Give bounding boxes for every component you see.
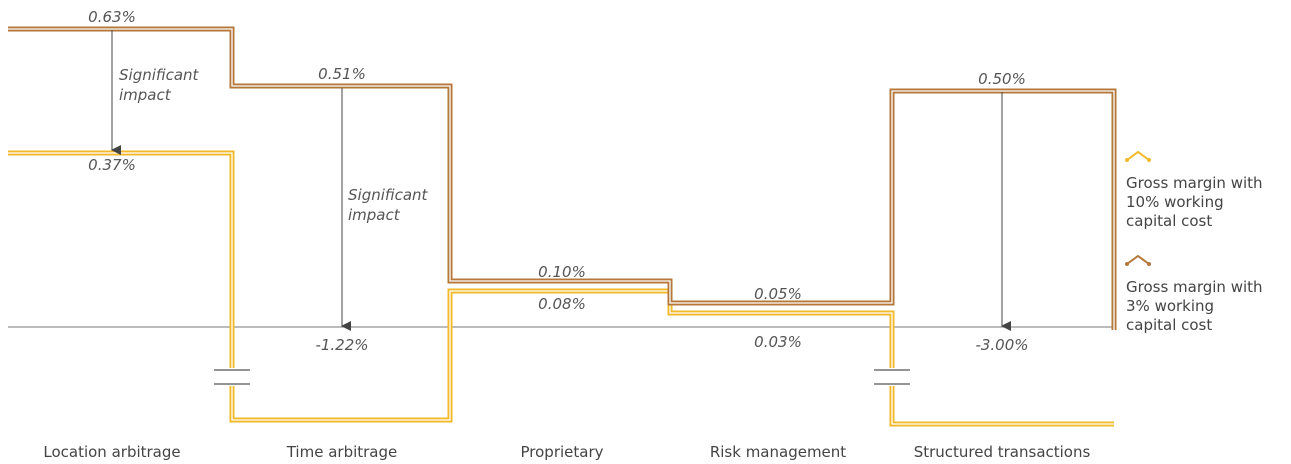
annotation-significant-impact: Significant impact <box>348 186 429 224</box>
category-label: Risk management <box>710 443 846 461</box>
value-label-3pct: 0.50% <box>978 70 1026 88</box>
legend-label: Gross margin with 3% working capital cost <box>1126 278 1263 334</box>
category-label: Time arbitrage <box>286 443 398 461</box>
value-label-10pct: -1.22% <box>315 336 368 354</box>
value-label-10pct: -3.00% <box>975 336 1028 354</box>
axis-break-symbol <box>872 368 912 386</box>
value-label-10pct: 0.08% <box>538 295 586 313</box>
legend-item: Gross margin with 10% working capital cost <box>1125 150 1263 230</box>
legend-label: Gross margin with 10% working capital cost <box>1126 174 1263 230</box>
chevron-line-icon <box>1125 150 1151 162</box>
series-line-3pct <box>8 26 1117 330</box>
legend-item: Gross margin with 3% working capital cost <box>1125 254 1263 334</box>
chevron-line-icon <box>1125 254 1151 266</box>
value-label-10pct: 0.03% <box>754 333 802 351</box>
category-label: Structured transactions <box>914 443 1091 461</box>
category-label: Location arbitrage <box>43 443 180 461</box>
value-label-3pct: 0.10% <box>538 263 586 281</box>
value-label-10pct: 0.37% <box>88 156 136 174</box>
series-line-10pct <box>8 150 1114 427</box>
annotation-significant-impact: Significant impact <box>119 66 200 104</box>
axis-break-symbol <box>212 368 252 386</box>
value-label-3pct: 0.05% <box>754 285 802 303</box>
value-label-3pct: 0.63% <box>88 8 136 26</box>
value-label-3pct: 0.51% <box>318 65 366 83</box>
category-label: Proprietary <box>521 443 604 461</box>
